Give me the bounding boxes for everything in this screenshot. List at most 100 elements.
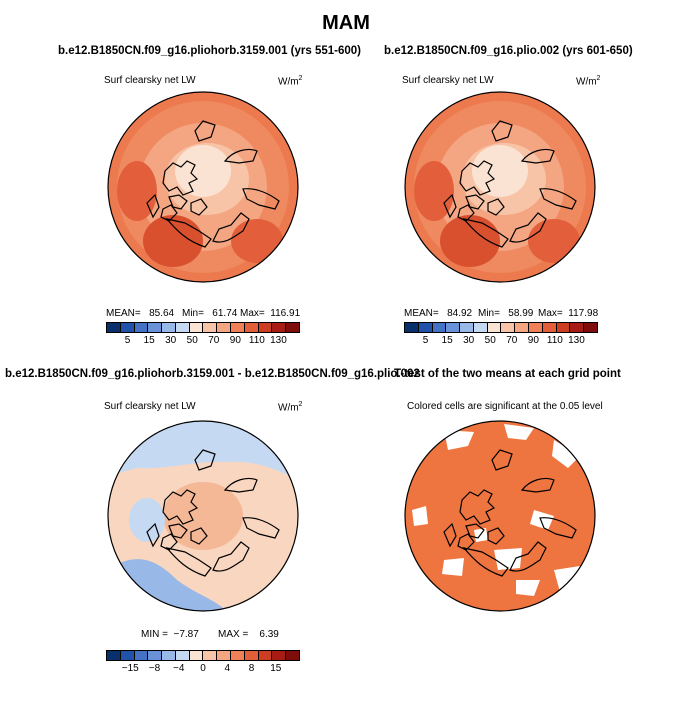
panel3-units: W/m2 — [278, 401, 302, 413]
panel1-units-exp: 2 — [298, 75, 303, 82]
colorbar-swatch — [473, 323, 488, 332]
colorbar-tick-label: 5 — [422, 335, 429, 346]
coastline — [212, 212, 250, 243]
non-significant-cells — [412, 506, 428, 526]
coastlines — [146, 120, 280, 248]
main-title: MAM — [322, 12, 370, 34]
colorbar-swatch — [148, 651, 163, 660]
coastline — [146, 193, 160, 219]
panel2-mean: MEAN= 84.92 — [404, 308, 473, 319]
colorbar-swatch — [189, 323, 204, 332]
colorbar-swatch — [258, 651, 273, 660]
colorbar-swatch — [175, 323, 190, 332]
colorbar-tick-label: 8 — [248, 663, 255, 674]
map-boundary — [404, 420, 596, 612]
colorbar-tick-label: 90 — [527, 335, 539, 346]
panel3-polar-map — [107, 420, 299, 612]
non-significant-cells — [442, 558, 464, 576]
colorbar-tick-label: 0 — [200, 663, 206, 674]
coastline — [168, 194, 188, 210]
coastline — [242, 188, 280, 210]
coastlines — [443, 120, 577, 248]
colorbar-swatch — [107, 323, 121, 332]
coastlines — [146, 449, 280, 577]
panel4-polar-map — [404, 420, 596, 612]
colorbar-swatch — [405, 323, 419, 332]
colorbar-tick-label: 90 — [229, 335, 241, 346]
colorbar-swatch — [244, 651, 259, 660]
colorbar-swatch — [148, 323, 163, 332]
field-warm-patch — [528, 219, 580, 263]
panel4-field-label: Colored cells are significant at the 0.0… — [407, 401, 603, 412]
panel2-colorbar — [404, 322, 598, 333]
non-significant-cells — [530, 510, 554, 530]
colorbar-tick-label: 110 — [248, 335, 265, 346]
coastline — [520, 477, 555, 493]
coastline — [162, 489, 199, 525]
coastline — [223, 477, 258, 493]
colorbar-swatch — [542, 323, 557, 332]
colorbar-tick-label: 15 — [441, 335, 453, 346]
panel1-max: Max= 116.91 — [240, 308, 301, 319]
panel2-title: b.e12.B1850CN.f09_g16.plio.002 (yrs 601-… — [384, 45, 633, 57]
colorbar-swatch — [258, 323, 273, 332]
coastline — [194, 120, 216, 142]
panel3-title: b.e12.B1850CN.f09_g16.pliohorb.3159.001 … — [5, 368, 420, 380]
colorbar-swatch — [162, 323, 176, 332]
field-warm-patch — [414, 161, 454, 221]
panel4-title: T-test of the two means at each grid poi… — [394, 368, 621, 380]
colorbar-tick-label: 30 — [165, 335, 177, 346]
panel3-colorbar — [106, 650, 300, 661]
coastline — [168, 523, 188, 539]
colorbar-swatch — [134, 651, 149, 660]
map-boundary — [404, 91, 596, 283]
coastline — [242, 517, 280, 539]
panel2-colorbar-ticks: 5 15 30 50 70 90 110 130 — [404, 335, 598, 347]
colorbar-swatch — [501, 323, 516, 332]
panel1-colorbar-ticks: 5 15 30 50 70 90 110 130 — [106, 335, 300, 347]
non-significant-cells — [504, 424, 534, 440]
colorbar-swatch — [162, 651, 176, 660]
non-significant-cells — [494, 548, 522, 570]
colorbar-swatch — [286, 323, 299, 332]
colorbar-swatch — [231, 651, 245, 660]
colorbar-swatch — [120, 651, 135, 660]
coastline — [487, 198, 505, 216]
field-pole-region — [472, 145, 528, 197]
coastline — [165, 218, 212, 248]
colorbar-tick-label: 70 — [208, 335, 220, 346]
coastline — [539, 517, 577, 539]
panel3-max: MAX = 6.39 — [218, 629, 279, 640]
panel2-field-label: Surf clearsky net LW — [402, 75, 494, 86]
panel1-units-base: W/m — [278, 76, 299, 88]
colorbar-tick-label: 30 — [463, 335, 475, 346]
coastline — [491, 120, 513, 142]
coastline — [162, 160, 199, 196]
panel2-min: Min= 58.99 — [478, 308, 534, 319]
colorbar-swatch — [556, 323, 571, 332]
colorbar-swatch — [418, 323, 433, 332]
coastline — [160, 204, 178, 222]
colorbar-swatch — [134, 323, 149, 332]
colorbar-swatch — [446, 323, 461, 332]
colorbar-tick-label: −4 — [173, 663, 185, 674]
coastline — [212, 541, 250, 572]
coastline — [462, 547, 509, 577]
coastline — [539, 188, 577, 210]
colorbar-tick-label: 4 — [224, 663, 231, 674]
non-significant-cells — [516, 580, 540, 596]
colorbar-tick-label: 130 — [568, 335, 585, 346]
coastline — [443, 522, 457, 548]
panel1-title: b.e12.B1850CN.f09_g16.pliohorb.3159.001 … — [58, 45, 361, 57]
coastline — [457, 204, 475, 222]
coastline — [160, 533, 178, 551]
panel3-colorbar-ticks: −15 −8 −4 0 4 8 15 — [106, 663, 300, 675]
colorbar-swatch — [460, 323, 474, 332]
colorbar-swatch — [570, 323, 585, 332]
panel3-field-label: Surf clearsky net LW — [104, 401, 196, 412]
field-warm-patch — [117, 161, 157, 221]
colorbar-tick-label: 130 — [270, 335, 287, 346]
colorbar-swatch — [529, 323, 543, 332]
coastline — [459, 489, 496, 525]
coastlines — [443, 449, 577, 577]
